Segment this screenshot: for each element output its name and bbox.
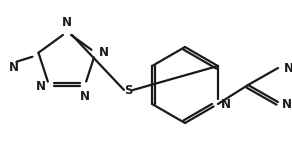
Text: N: N	[62, 15, 72, 28]
Text: N: N	[8, 61, 18, 74]
Text: N: N	[80, 90, 90, 103]
Text: N: N	[221, 97, 231, 111]
Text: NH: NH	[284, 62, 292, 74]
Text: S: S	[124, 83, 132, 97]
Text: N: N	[36, 80, 46, 93]
Text: N: N	[98, 46, 109, 59]
Text: NH: NH	[282, 97, 292, 111]
